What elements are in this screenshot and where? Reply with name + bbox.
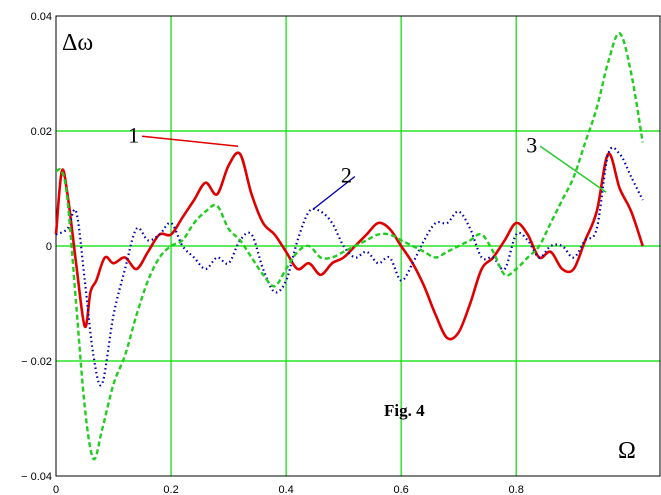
grid xyxy=(56,16,660,476)
x-tick-label: 0.8 xyxy=(509,484,524,495)
curve-labels: 1 2 3 xyxy=(128,122,537,187)
y-tick-label: 0.04 xyxy=(31,11,52,23)
x-axis-label: Ω xyxy=(618,438,636,464)
x-tick-label: 0.2 xyxy=(163,484,178,495)
curve-label-leader-2 xyxy=(312,175,356,211)
y-tick-labels: − 0.04 − 0.02 0 0.02 0.04 xyxy=(21,11,52,483)
series-line-3 xyxy=(55,32,644,461)
label-leaders xyxy=(142,135,607,211)
y-tick-label: − 0.02 xyxy=(21,356,52,368)
x-tick-labels: 0 0.2 0.4 0.6 0.8 xyxy=(53,484,524,495)
curve-label-leader-1 xyxy=(142,135,239,147)
curve-label-1: 1 xyxy=(128,122,139,147)
figure-caption: Fig. 4 xyxy=(384,401,425,420)
curve-label-2: 2 xyxy=(341,163,352,188)
y-axis-label: Δω xyxy=(62,30,93,56)
curve-label-leader-3 xyxy=(539,145,607,193)
plot-frame xyxy=(55,15,661,477)
x-tick-label: 0.4 xyxy=(278,484,293,495)
y-tick-label: 0.02 xyxy=(31,126,52,138)
y-tick-label: 0 xyxy=(46,241,52,253)
series-line-1 xyxy=(54,151,644,341)
curve-label-3: 3 xyxy=(526,132,537,157)
series-group xyxy=(54,32,644,461)
x-tick-label: 0 xyxy=(53,484,59,495)
x-tick-label: 0.6 xyxy=(393,484,408,495)
y-tick-label: − 0.04 xyxy=(21,471,52,483)
